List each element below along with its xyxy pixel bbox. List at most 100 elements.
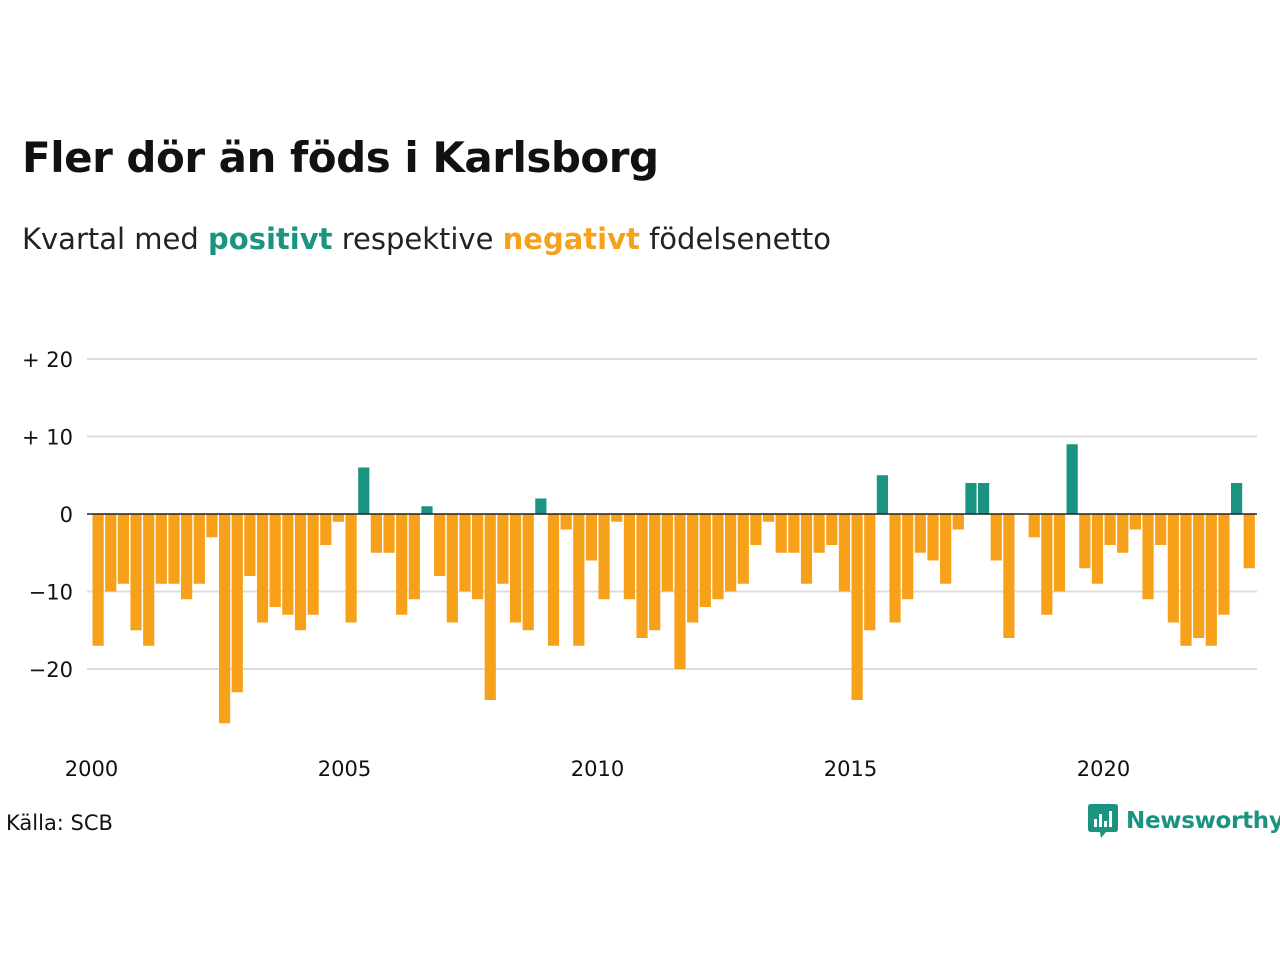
bar-negative xyxy=(750,514,762,545)
bar-negative xyxy=(940,514,952,584)
bar-negative xyxy=(446,514,458,623)
bar-negative xyxy=(1167,514,1179,623)
bar-positive xyxy=(1231,483,1243,514)
bar-positive xyxy=(535,498,547,514)
bar-negative xyxy=(459,514,471,592)
bar-negative xyxy=(699,514,711,607)
x-tick-label: 2015 xyxy=(824,757,877,781)
newsworthy-logo: Newsworthy xyxy=(1088,804,1280,838)
bar-negative xyxy=(1117,514,1129,553)
bar-positive xyxy=(1066,444,1078,514)
bar-negative xyxy=(927,514,939,561)
bar-negative xyxy=(623,514,635,600)
bar-negative xyxy=(1155,514,1167,545)
bar-negative xyxy=(294,514,307,631)
subtitle-part2: respektive xyxy=(332,222,503,256)
bar-negative xyxy=(244,514,256,576)
chart-subtitle: Kvartal med positivt respektive negativt… xyxy=(22,222,831,256)
bar-negative xyxy=(1218,514,1230,615)
bar-negative xyxy=(509,514,522,623)
bar-negative xyxy=(1180,514,1192,646)
bar-negative xyxy=(1079,514,1091,569)
bar-negative xyxy=(434,514,446,576)
bar-negative xyxy=(206,514,218,538)
bar-negative xyxy=(1041,514,1053,615)
bar-negative xyxy=(320,514,332,545)
bar-negative xyxy=(573,514,585,646)
bar-negative xyxy=(256,514,269,623)
bar-negative xyxy=(914,514,926,553)
x-tick-label: 2020 xyxy=(1077,757,1130,781)
bar-negative xyxy=(826,514,838,545)
bar-negative xyxy=(1142,514,1154,600)
bar-negative xyxy=(117,514,129,584)
bar-negative xyxy=(611,514,623,522)
bar-positive xyxy=(358,467,370,514)
bar-negative xyxy=(130,514,142,631)
bar-positive xyxy=(978,483,990,514)
bar-negative xyxy=(332,514,345,522)
bar-negative xyxy=(1091,514,1104,584)
x-tick-label: 2010 xyxy=(571,757,624,781)
bar-positive xyxy=(421,506,433,514)
bar-negative xyxy=(788,514,800,553)
bar-negative xyxy=(168,514,180,584)
subtitle-part3: födelsenetto xyxy=(639,222,831,256)
bar-negative xyxy=(838,514,851,592)
y-tick-label: + 20 xyxy=(22,348,73,372)
bar-negative xyxy=(990,514,1002,561)
bar-negative xyxy=(902,514,914,600)
bar-negative xyxy=(585,514,598,561)
bar-negative xyxy=(370,514,382,553)
bar-negative xyxy=(497,514,509,584)
bar-positive xyxy=(876,475,888,514)
bar-negative xyxy=(472,514,484,600)
bar-negative xyxy=(598,514,610,600)
y-tick-label: −20 xyxy=(29,658,73,682)
bar-negative xyxy=(649,514,661,631)
bar-negative xyxy=(661,514,673,592)
bar-negative xyxy=(712,514,724,600)
bar-negative xyxy=(484,514,496,700)
source-note: Källa: SCB xyxy=(6,811,113,835)
x-tick-label: 2000 xyxy=(65,757,118,781)
bar-negative xyxy=(345,514,357,623)
bar-negative xyxy=(383,514,395,553)
bar-negative xyxy=(408,514,420,600)
bar-negative xyxy=(522,514,534,631)
chart-title: Fler dör än föds i Karlsborg xyxy=(22,133,659,182)
bar-negative xyxy=(193,514,205,584)
bar-negative xyxy=(1193,514,1205,638)
subtitle-negative-word: negativt xyxy=(502,222,640,256)
y-tick-label: + 10 xyxy=(22,426,73,450)
x-tick-label: 2005 xyxy=(318,757,371,781)
bar-negative xyxy=(889,514,901,623)
bar-negative xyxy=(1104,514,1116,545)
bar-negative xyxy=(737,514,749,584)
bar-negative xyxy=(1129,514,1141,530)
bar-negative xyxy=(636,514,648,638)
bar-negative xyxy=(307,514,319,615)
y-tick-label: −10 xyxy=(29,581,73,605)
bar-negative xyxy=(219,514,231,724)
bar-negative xyxy=(762,514,775,522)
y-tick-label: 0 xyxy=(60,503,73,527)
bar-negative xyxy=(181,514,193,600)
bar-negative xyxy=(560,514,572,530)
bar-negative xyxy=(725,514,737,592)
bar-negative xyxy=(155,514,167,584)
bar-negative xyxy=(1205,514,1217,646)
bar-negative xyxy=(231,514,243,693)
bar-negative xyxy=(813,514,825,553)
subtitle-positive-word: positivt xyxy=(208,222,333,256)
logo-text: Newsworthy xyxy=(1126,808,1280,834)
bar-positive xyxy=(965,483,977,514)
bar-negative xyxy=(1243,514,1255,569)
chart-bubble-icon xyxy=(1088,804,1118,838)
bar-negative xyxy=(851,514,863,700)
bar-negative xyxy=(775,514,787,553)
bar-negative xyxy=(1003,514,1015,638)
bar-negative xyxy=(952,514,964,530)
bar-negative xyxy=(269,514,281,607)
